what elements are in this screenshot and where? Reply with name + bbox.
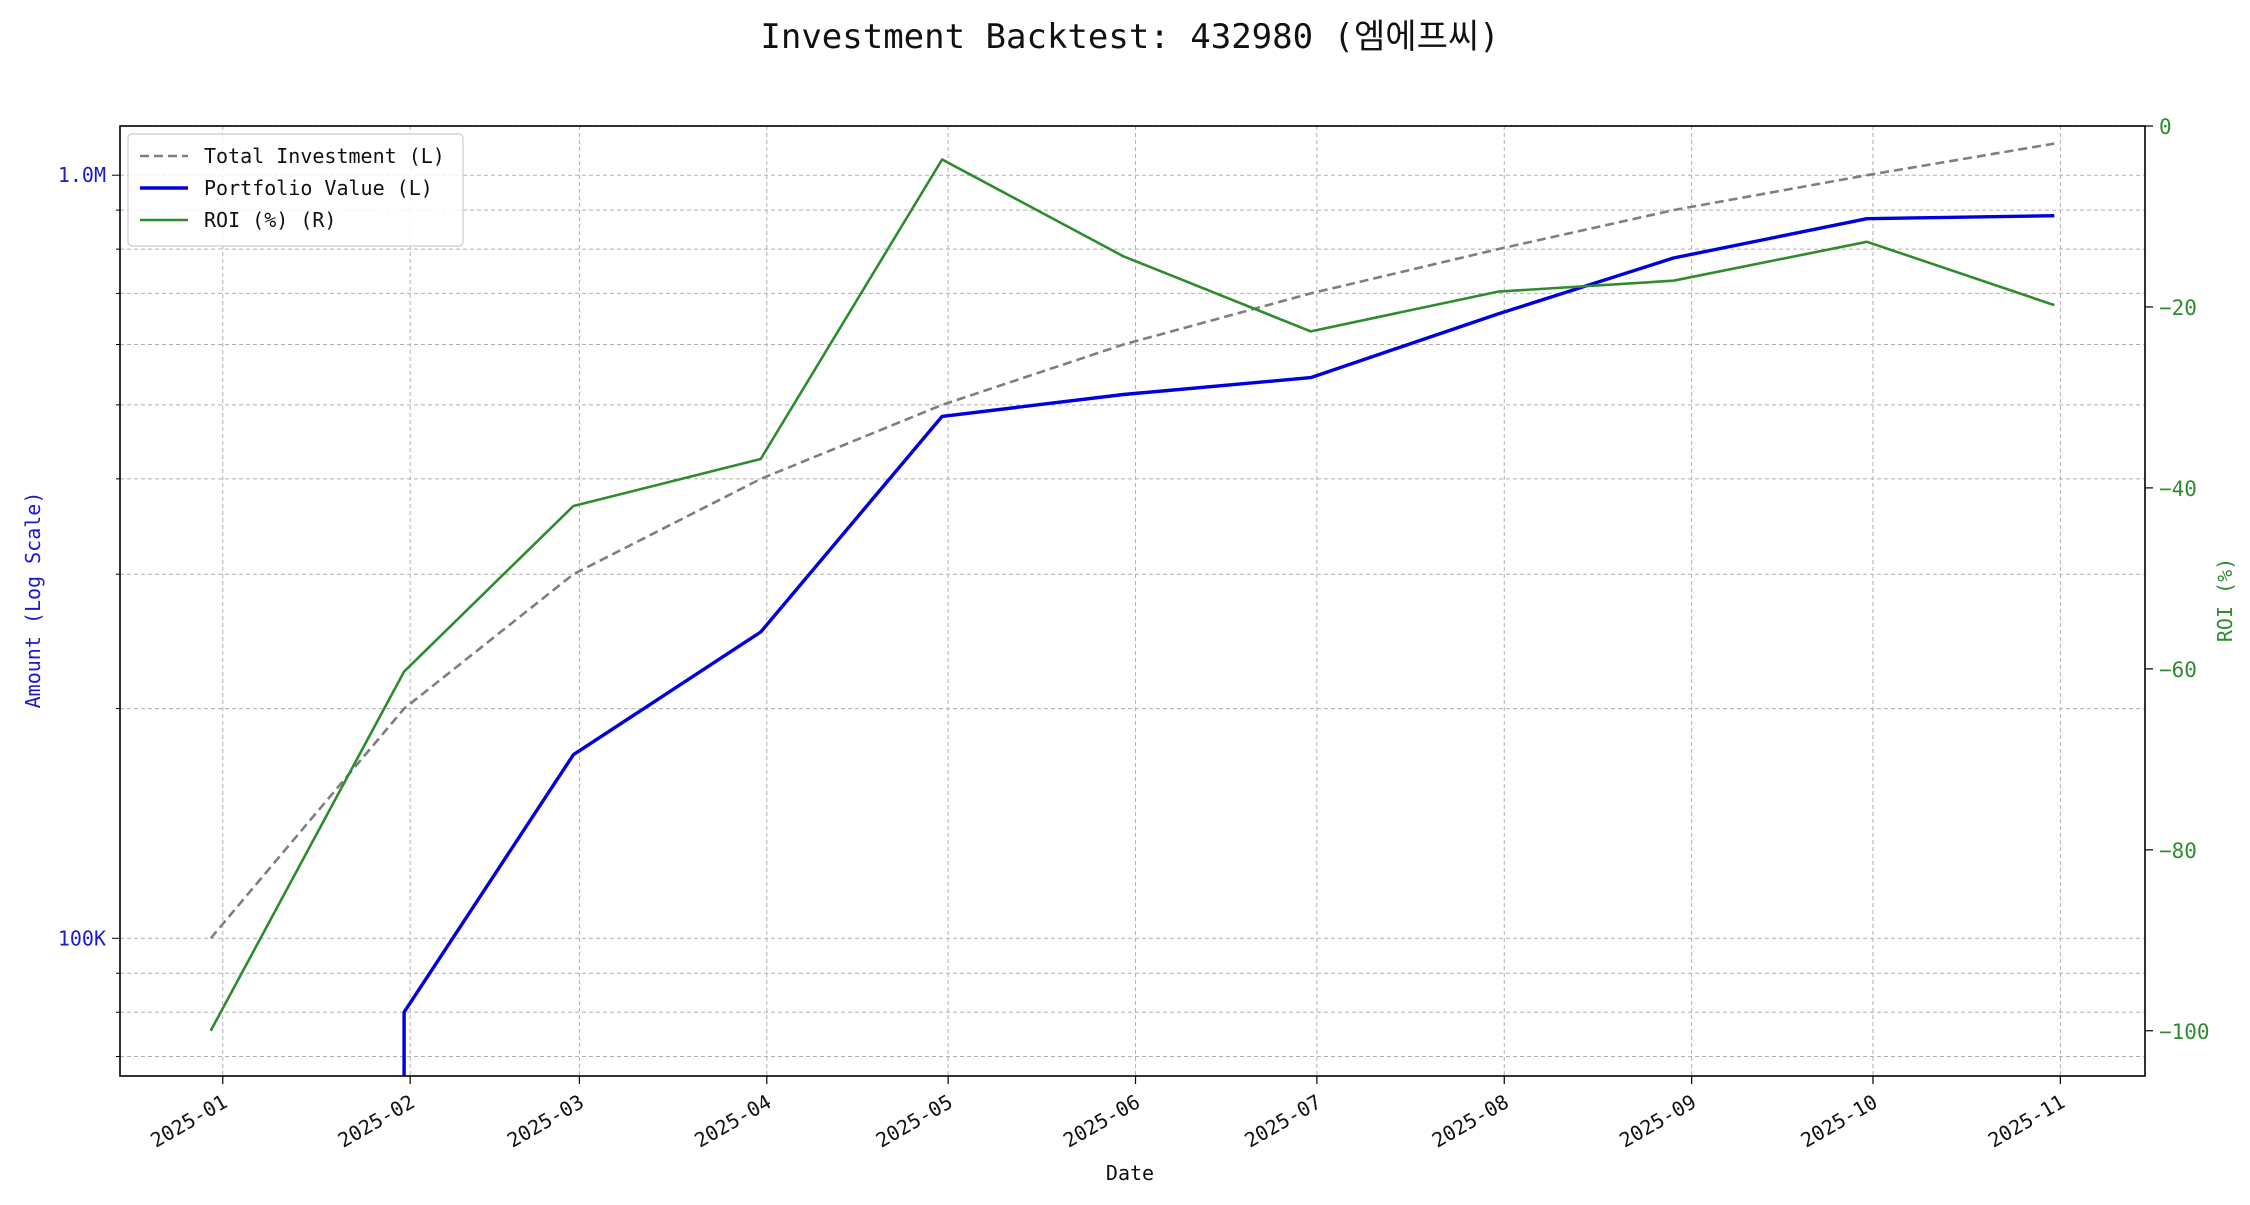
y-axis-left-label: Amount (Log Scale): [21, 492, 45, 709]
chart-title: Investment Backtest: 432980 (엠에프씨): [760, 17, 1499, 57]
y-right-tick-label: −80: [2159, 839, 2197, 863]
series-line-0: [209, 142, 2055, 940]
legend-box: [127, 133, 464, 247]
y-right-tick-label: −60: [2159, 658, 2197, 682]
y-right-tick-label: −40: [2159, 477, 2197, 501]
legend-label-1: Portfolio Value (L): [204, 176, 433, 200]
series-group: [209, 142, 2055, 1076]
series-line-1: [402, 214, 2055, 1076]
plot-frame: [119, 125, 2146, 1077]
series-line-2: [209, 158, 2055, 1032]
y-axis-right-label: ROI (%): [2213, 558, 2237, 642]
x-axis-label: Date: [1106, 1161, 1154, 1185]
y-left-tick-label: 100K: [58, 926, 106, 950]
y-right-tick-label: 0: [2159, 115, 2172, 139]
legend-label-0: Total Investment (L): [204, 144, 445, 168]
legend: Total Investment (L) Portfolio Value (L) R…: [127, 133, 464, 247]
y-right-tick-label: −100: [2159, 1020, 2210, 1044]
y-left-tick-label: 1.0M: [58, 163, 106, 187]
y-right-tick-label: −20: [2159, 296, 2197, 320]
legend-label-2: ROI (%) (R): [204, 208, 336, 232]
